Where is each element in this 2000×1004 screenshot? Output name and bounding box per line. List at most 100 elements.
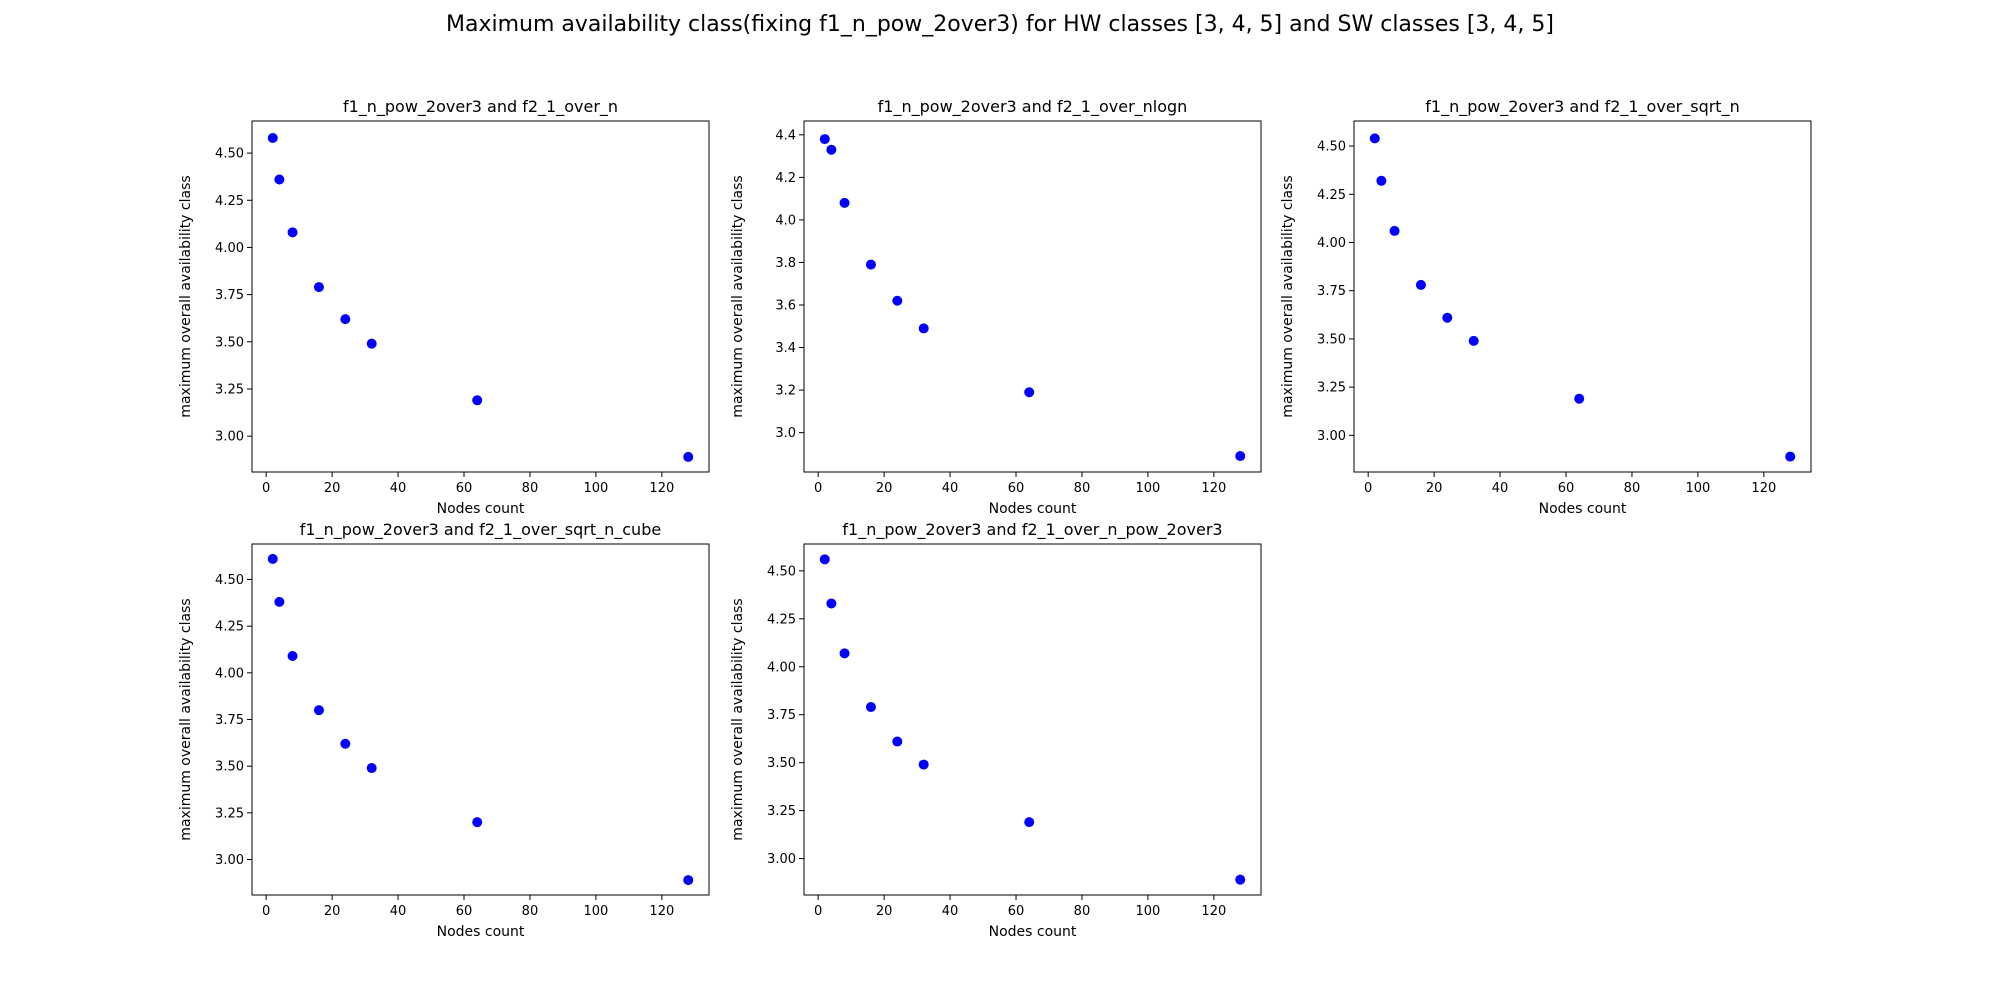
y-tick-label: 4.0 [775, 213, 796, 228]
subplot-title: f1_n_pow_2over3 and f2_1_over_n_pow_2ove… [842, 520, 1222, 540]
data-point [683, 451, 694, 462]
subplot-3: f1_n_pow_2over3 and f2_1_over_sqrt_n 0 20 4… [1280, 97, 1812, 517]
x-tick-label: 120 [1751, 481, 1776, 496]
data-point [366, 763, 377, 774]
data-point [826, 144, 837, 155]
x-tick-label: 120 [649, 904, 674, 919]
x-tick-label: 40 [390, 481, 407, 496]
y-tick-label: 3.25 [215, 806, 244, 821]
data-point [267, 132, 278, 143]
x-axis-label: Nodes count [989, 501, 1077, 517]
x-tick-label: 60 [1008, 481, 1025, 496]
data-point [839, 197, 850, 208]
y-tick-label: 3.00 [767, 852, 796, 867]
data-point [472, 817, 483, 828]
data-point [340, 314, 351, 325]
x-tick-label: 60 [456, 481, 473, 496]
data-point [1442, 312, 1453, 323]
data-point [819, 554, 830, 565]
x-tick-label: 20 [1426, 481, 1443, 496]
data-point [1235, 451, 1246, 462]
x-tick-label: 120 [649, 481, 674, 496]
figure-title: Maximum availability class(fixing f1_n_p… [446, 12, 1554, 37]
data-point [1369, 133, 1380, 144]
y-tick-label: 4.50 [1317, 140, 1346, 155]
x-tick-label: 20 [324, 481, 341, 496]
x-tick-label: 60 [456, 904, 473, 919]
y-axis-label: maximum overall availability class [178, 175, 194, 417]
data-point [267, 553, 278, 564]
data-point [683, 875, 694, 886]
y-tick-label: 4.50 [767, 564, 796, 579]
x-tick-label: 60 [1558, 481, 1575, 496]
x-tick-label: 100 [1135, 904, 1160, 919]
y-axis-label: maximum overall availability class [730, 175, 746, 417]
subplot-title: f1_n_pow_2over3 and f2_1_over_sqrt_n [1425, 97, 1739, 117]
data-point [274, 174, 285, 185]
x-tick-label: 100 [1135, 481, 1160, 496]
x-tick-label: 0 [814, 904, 822, 919]
y-tick-label: 3.50 [1317, 332, 1346, 347]
data-point [1024, 387, 1035, 398]
y-tick-label: 4.25 [215, 194, 244, 209]
y-tick-label: 3.50 [215, 335, 244, 350]
x-axis-label: Nodes count [437, 924, 525, 940]
y-tick-label: 3.50 [215, 760, 244, 775]
y-tick-label: 3.00 [1317, 429, 1346, 444]
data-point [287, 651, 298, 662]
y-tick-label: 3.75 [1317, 284, 1346, 299]
x-tick-label: 80 [1624, 481, 1641, 496]
y-tick-label: 3.0 [775, 426, 796, 441]
y-tick-label: 4.50 [215, 147, 244, 162]
y-tick-label: 3.50 [767, 756, 796, 771]
x-tick-label: 80 [522, 904, 539, 919]
x-axis-label: Nodes count [437, 501, 525, 517]
data-point [839, 648, 850, 659]
data-point [819, 134, 830, 145]
x-tick-label: 100 [583, 481, 608, 496]
subplot-title: f1_n_pow_2over3 and f2_1_over_nlogn [878, 97, 1188, 117]
axes-frame [1353, 120, 1812, 473]
y-tick-label: 3.25 [767, 804, 796, 819]
subplot-1: f1_n_pow_2over3 and f2_1_over_n 0 20 40 60 80… [178, 97, 710, 517]
data-point [865, 259, 876, 270]
y-tick-label: 4.50 [215, 573, 244, 588]
axes-frame [803, 120, 1262, 473]
y-tick-label: 4.25 [215, 620, 244, 635]
subplot-title: f1_n_pow_2over3 and f2_1_over_sqrt_n_cub… [300, 520, 661, 540]
y-tick-label: 3.00 [215, 853, 244, 868]
axes-frame [251, 543, 710, 896]
y-tick-label: 4.00 [215, 666, 244, 681]
y-tick-label: 3.00 [215, 430, 244, 445]
y-tick-label: 4.2 [775, 171, 796, 186]
x-tick-label: 40 [942, 481, 959, 496]
y-tick-label: 3.6 [775, 299, 796, 314]
x-tick-label: 0 [1364, 481, 1372, 496]
y-tick-label: 4.00 [215, 241, 244, 256]
data-point [892, 736, 903, 747]
data-point [366, 338, 377, 349]
y-tick-label: 3.2 [775, 384, 796, 399]
x-axis-label: Nodes count [1539, 501, 1627, 517]
y-tick-label: 4.4 [775, 128, 796, 143]
y-tick-label: 4.25 [1317, 188, 1346, 203]
subplot-title: f1_n_pow_2over3 and f2_1_over_n [343, 97, 618, 117]
data-point [892, 295, 903, 306]
data-point [1785, 451, 1796, 462]
data-point [313, 705, 324, 716]
y-tick-label: 3.8 [775, 256, 796, 271]
x-tick-label: 80 [1074, 904, 1091, 919]
subplot-2: f1_n_pow_2over3 and f2_1_over_nlogn 0 20 40… [730, 97, 1262, 517]
y-tick-label: 3.75 [215, 713, 244, 728]
y-axis-label: maximum overall availability class [730, 598, 746, 840]
data-point [1389, 225, 1400, 236]
data-point [340, 738, 351, 749]
x-tick-label: 20 [876, 904, 893, 919]
x-tick-label: 120 [1201, 904, 1226, 919]
data-point [918, 759, 929, 770]
data-point [274, 596, 285, 607]
data-point [1376, 175, 1387, 186]
y-tick-label: 3.75 [215, 288, 244, 303]
x-tick-label: 20 [876, 481, 893, 496]
